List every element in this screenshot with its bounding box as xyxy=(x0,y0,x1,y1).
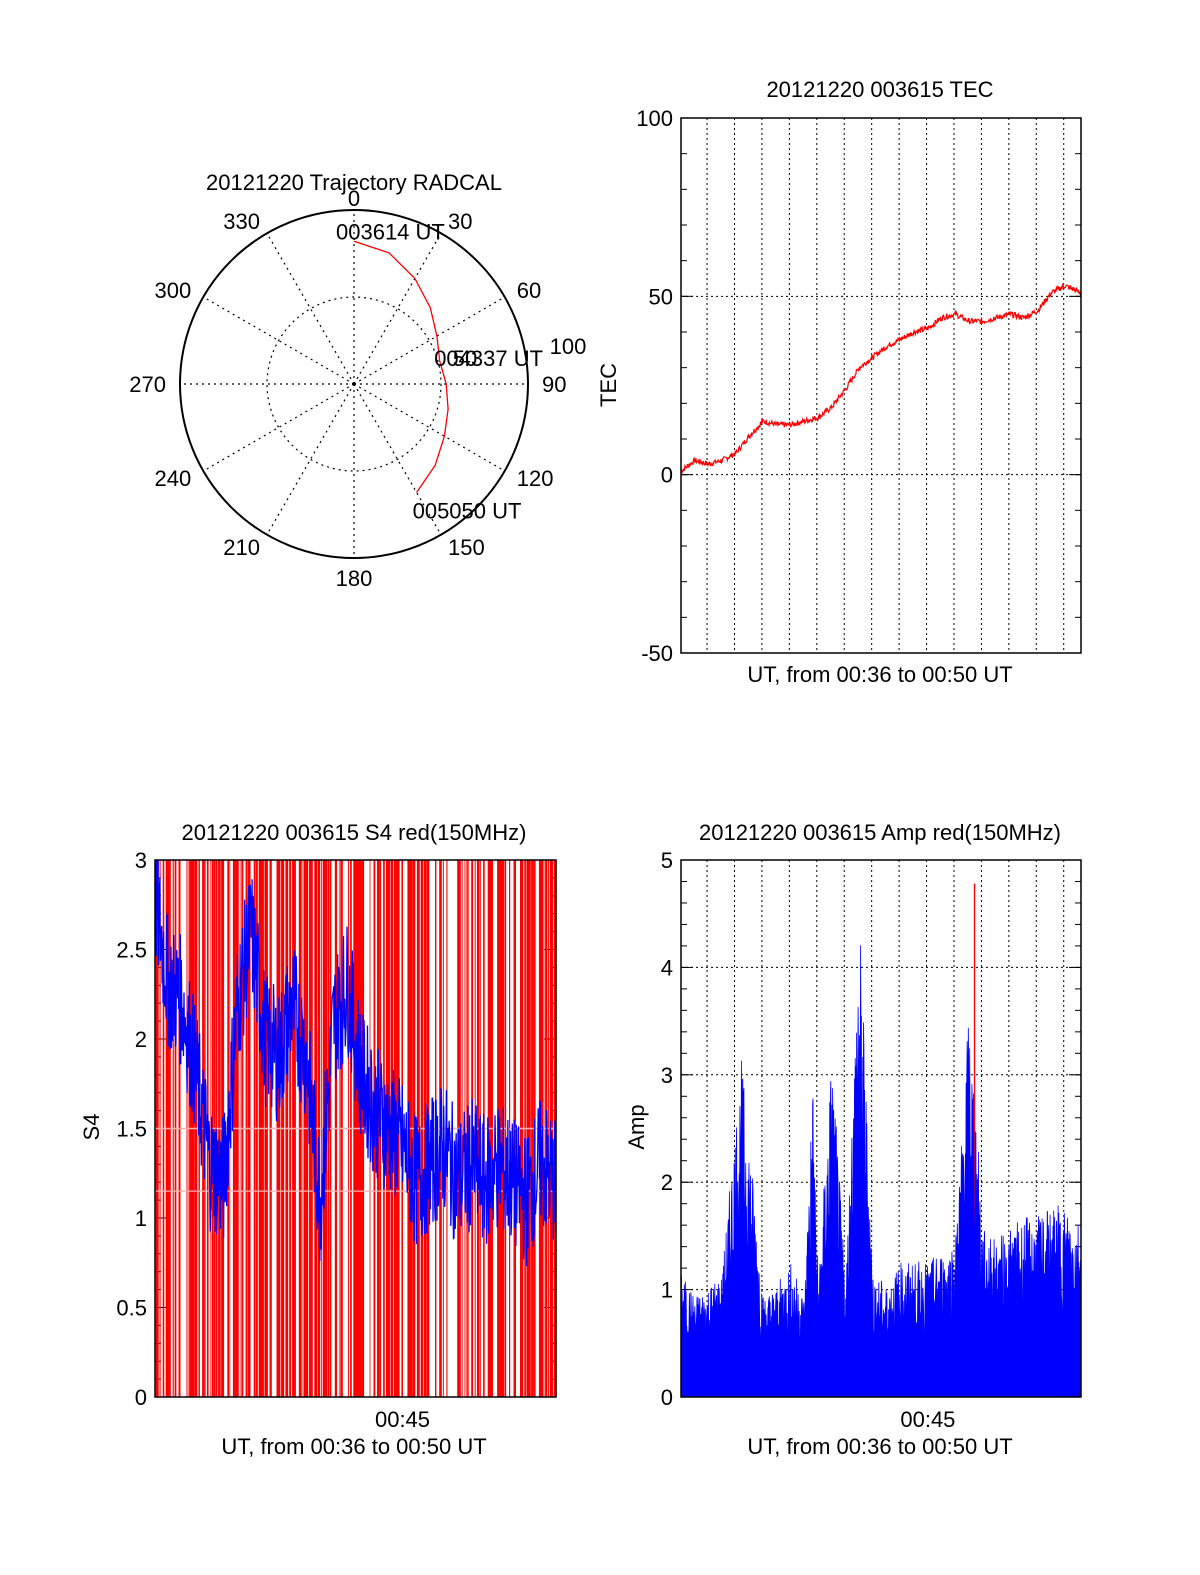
amp-ylabel: Amp xyxy=(624,1104,649,1149)
amp-panel: 20121220 003615 Amp red(150MHz) 0 1 2 3 4 5 00… xyxy=(624,820,1082,1459)
s4-x-tick-label: 00:45 xyxy=(375,1407,430,1432)
amp-frame xyxy=(680,859,1082,1398)
polar-spoke xyxy=(266,233,355,385)
tec-panel: 20121220 003615 TEC -50 0 50 100 UT, from 0… xyxy=(596,77,1082,687)
polar-spoke xyxy=(203,383,355,472)
s4-panel: 20121220 003615 S4 red(150MHz) 0 0.5 1 1.5 2… xyxy=(79,820,557,1459)
tec-series-line xyxy=(680,282,1082,475)
y-tick-label: 1 xyxy=(661,1278,673,1303)
s4-plot-area: 0 0.5 1 1.5 2 2.5 3 00:45 xyxy=(116,848,557,1432)
amp-xlabel: UT, from 00:36 to 00:50 UT xyxy=(747,1434,1012,1459)
tec-frame xyxy=(680,117,1082,654)
y-tick-label: 0.5 xyxy=(116,1296,147,1321)
trajectory-panel: 20121220 Trajectory RADCAL 0 30 60 90 120 150… xyxy=(129,170,586,591)
y-tick-label: 1.5 xyxy=(116,1117,147,1142)
y-tick-label: 50 xyxy=(649,284,673,309)
s4-ylabel: S4 xyxy=(79,1114,104,1141)
polar-grid xyxy=(179,209,529,559)
polar-spoke xyxy=(353,233,442,385)
y-tick-label: 0 xyxy=(661,1385,673,1410)
polar-spoke xyxy=(353,383,442,535)
trajectory-title: 20121220 Trajectory RADCAL xyxy=(206,170,502,195)
polar-angle-label: 330 xyxy=(223,209,260,234)
polar-angle-label: 210 xyxy=(223,535,260,560)
polar-angle-label: 90 xyxy=(542,372,566,397)
tec-ylabel: TEC xyxy=(596,363,621,407)
trajectory-annotation: 003614 UT xyxy=(336,219,445,244)
polar-angle-label: 270 xyxy=(129,372,166,397)
polar-angle-label: 240 xyxy=(154,466,191,491)
polar-angle-label: 150 xyxy=(448,535,485,560)
polar-spoke xyxy=(266,383,355,535)
trajectory-annotation: 004337 UT xyxy=(434,346,543,371)
amp-plot-area: 0 1 2 3 4 5 00:45 xyxy=(661,848,1082,1432)
y-tick-label: 100 xyxy=(636,106,673,131)
y-tick-label: 0 xyxy=(135,1385,147,1410)
trajectory-track xyxy=(353,240,449,493)
polar-outer-ring xyxy=(179,209,529,559)
y-tick-label: 5 xyxy=(661,848,673,873)
polar-spoke xyxy=(203,296,355,385)
y-tick-label: 3 xyxy=(661,1063,673,1088)
polar-inner-ring xyxy=(266,296,442,472)
polar-radial-label: 100 xyxy=(550,334,587,359)
trajectory-annotation: 005050 UT xyxy=(413,499,522,524)
tec-plot-area: -50 0 50 100 xyxy=(636,106,1082,666)
amp-series-area xyxy=(680,945,1082,1398)
y-tick-label: -50 xyxy=(641,641,673,666)
s4-title: 20121220 003615 S4 red(150MHz) xyxy=(182,820,527,845)
s4-frame xyxy=(154,859,557,1398)
polar-angle-label: 60 xyxy=(517,278,541,303)
trajectory-line xyxy=(353,240,449,493)
polar-angle-label: 0 xyxy=(348,186,360,211)
polar-angle-label: 180 xyxy=(336,566,373,591)
polar-angle-label: 300 xyxy=(154,278,191,303)
polar-angle-label: 30 xyxy=(448,209,472,234)
y-tick-label: 2 xyxy=(135,1027,147,1052)
trajectory-annotations: 003614 UT 004337 UT 005050 UT xyxy=(336,219,543,523)
amp-title: 20121220 003615 Amp red(150MHz) xyxy=(699,820,1061,845)
s4-xlabel: UT, from 00:36 to 00:50 UT xyxy=(221,1434,486,1459)
tec-xlabel: UT, from 00:36 to 00:50 UT xyxy=(747,662,1012,687)
polar-spoke xyxy=(353,296,505,385)
amp-x-tick-label: 00:45 xyxy=(900,1407,955,1432)
polar-radial-label: 50 xyxy=(453,346,477,371)
y-tick-label: 2.5 xyxy=(116,938,147,963)
tec-title: 20121220 003615 TEC xyxy=(766,77,993,102)
polar-spoke xyxy=(353,383,505,472)
polar-angle-labels: 0 30 60 90 120 150 180 210 240 270 300 330 50 100 xyxy=(129,186,586,591)
y-tick-label: 1 xyxy=(135,1206,147,1231)
y-tick-label: 3 xyxy=(135,848,147,873)
s4-series-line xyxy=(154,859,557,1267)
y-tick-label: 2 xyxy=(661,1170,673,1195)
y-tick-label: 4 xyxy=(661,955,673,980)
y-tick-label: 0 xyxy=(661,463,673,488)
polar-angle-label: 120 xyxy=(517,466,554,491)
